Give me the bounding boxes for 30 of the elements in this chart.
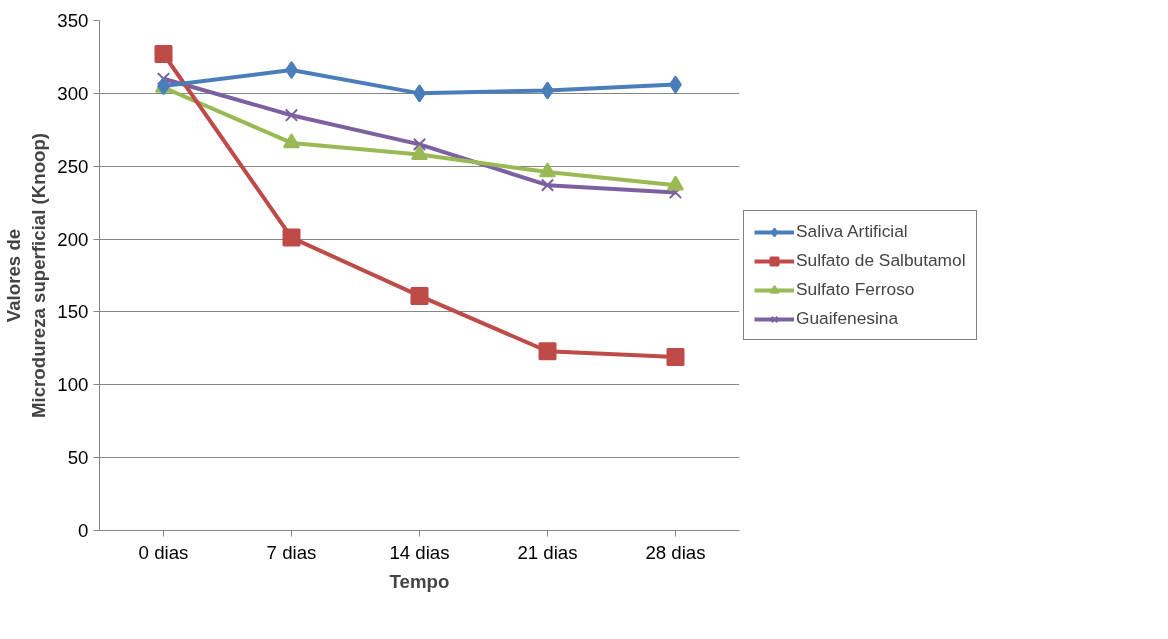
- x-axis-title: Tempo: [389, 570, 450, 592]
- legend-label: Guaifenesina: [796, 308, 899, 329]
- point: [410, 286, 429, 305]
- point: [282, 228, 301, 247]
- point: [283, 133, 300, 149]
- x-tick-label: 14 dias: [389, 541, 450, 563]
- point: [539, 162, 556, 178]
- point: [540, 178, 555, 192]
- y-tick-label: 200: [57, 228, 89, 250]
- point: [666, 348, 685, 367]
- y-tick-label: 50: [67, 447, 89, 469]
- y-tick-label: 150: [57, 301, 89, 323]
- legend-label: Sulfato de Salbutamol: [796, 250, 966, 271]
- point: [538, 342, 557, 361]
- point: [412, 137, 427, 152]
- y-tick-label: 0: [78, 520, 89, 541]
- y-tick-label: 250: [57, 155, 89, 177]
- y-tick-label: 300: [57, 82, 89, 104]
- legend-label: Sulfato Ferroso: [796, 279, 915, 300]
- y-tick-label: 350: [57, 10, 89, 31]
- point: [284, 108, 299, 122]
- x-tick-label: 28 dias: [645, 541, 706, 563]
- y-axis-title: Valores de Microdureza superficial (Knoop): [3, 132, 50, 419]
- x-tick-label: 7 dias: [266, 541, 317, 563]
- point: [156, 72, 171, 86]
- point: [154, 45, 173, 64]
- x-tick-label: 0 dias: [138, 541, 189, 563]
- y-tick-label: 100: [57, 374, 89, 396]
- legend-label: Saliva Artificial: [796, 221, 908, 242]
- x-tick-label: 21 dias: [517, 541, 578, 563]
